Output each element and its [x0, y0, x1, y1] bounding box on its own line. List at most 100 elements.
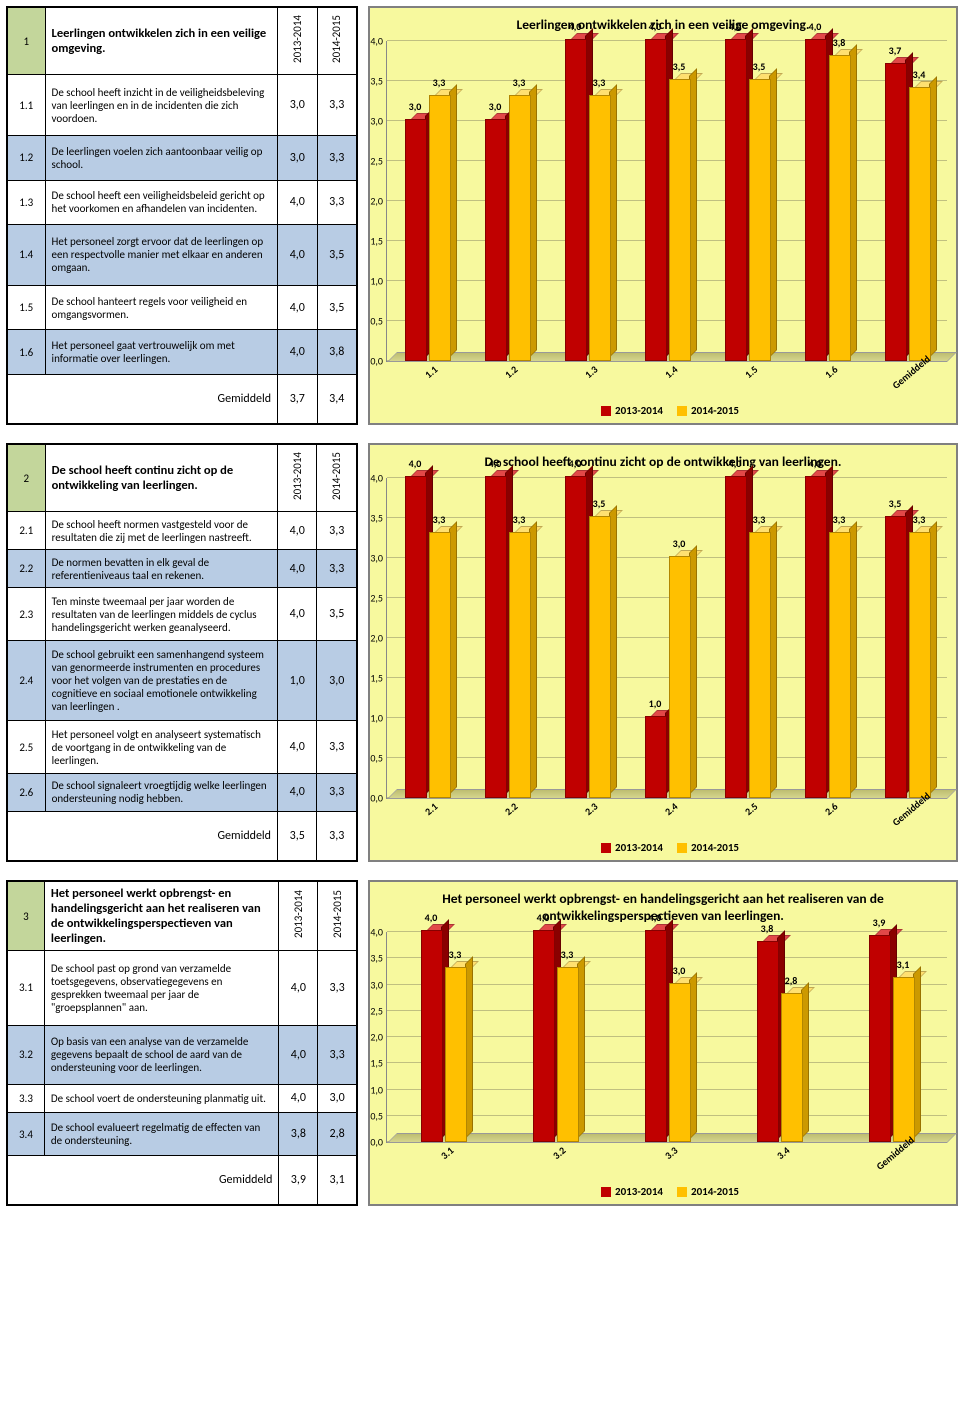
- row-text: Het personeel zorgt ervoor dat de leerli…: [45, 224, 278, 285]
- y-axis-label: 1,5: [370, 235, 383, 248]
- avg-label: Gemiddeld: [7, 1156, 279, 1206]
- y-axis-label: 3,5: [370, 75, 383, 88]
- row-val-b: 3,0: [318, 1084, 357, 1112]
- table-row: 2.4De school gebruikt een samenhangend s…: [7, 640, 357, 721]
- bar-b: 3,4: [909, 89, 929, 361]
- bar-value-label: 1,0: [649, 697, 662, 710]
- row-val-b: 3,3: [317, 550, 357, 588]
- avg-b: 3,1: [318, 1156, 357, 1206]
- row-val-a: 4,0: [277, 773, 316, 811]
- chart-legend: 2013-2014 2014-2015: [380, 404, 946, 417]
- y-axis-label: 0,0: [370, 1136, 383, 1149]
- y-axis-label: 0,0: [370, 355, 383, 368]
- col-header-year-a: 2013-2014: [278, 7, 317, 75]
- row-val-a: 3,0: [278, 75, 317, 136]
- x-axis-label: 2.4: [662, 800, 680, 818]
- row-val-b: 3,5: [317, 224, 357, 285]
- bar-b: 3,3: [429, 534, 449, 798]
- bar-value-label: 3,5: [673, 60, 686, 73]
- row-val-a: 3,8: [279, 1113, 318, 1156]
- y-axis-label: 3,5: [370, 512, 383, 525]
- bar-value-label: 4,0: [569, 20, 582, 33]
- bar-value-label: 3,3: [561, 948, 574, 961]
- row-val-a: 4,0: [279, 951, 318, 1026]
- bar-a: 3,8: [757, 943, 777, 1143]
- chart-plot: 0,00,51,01,52,02,53,03,54,03,03,31.13,03…: [386, 41, 947, 362]
- x-axis-label: 1.4: [662, 363, 680, 381]
- legend-swatch-b: [677, 843, 687, 853]
- bar-b: 3,3: [445, 969, 465, 1142]
- bar-b: 3,0: [669, 985, 689, 1143]
- chart-title: Het personeel werkt opbrengst- en handel…: [380, 890, 946, 924]
- bar-value-label: 3,3: [513, 513, 526, 526]
- y-axis-label: 1,0: [370, 1083, 383, 1096]
- bar-a: 4,0: [533, 932, 553, 1142]
- legend-label-b: 2014-2015: [691, 404, 739, 417]
- row-text: Ten minste tweemaal per jaar worden de r…: [45, 588, 277, 640]
- bar-value-label: 3,0: [489, 100, 502, 113]
- section-title: Het personeel werkt opbrengst- en handel…: [44, 881, 279, 951]
- legend-swatch-a: [601, 843, 611, 853]
- section-1: 1Leerlingen ontwikkelen zich in een veil…: [6, 6, 967, 425]
- table-row: 2.1De school heeft normen vastgesteld vo…: [7, 512, 357, 550]
- bar-b: 3,5: [589, 518, 609, 798]
- data-table: 1Leerlingen ontwikkelen zich in een veil…: [6, 6, 358, 425]
- bar-value-label: 3,8: [833, 36, 846, 49]
- bar-value-label: 4,0: [809, 457, 822, 470]
- row-id: 1.6: [7, 330, 45, 375]
- bar-a: 4,0: [725, 478, 745, 798]
- bar-value-label: 4,0: [537, 911, 550, 924]
- legend-label-a: 2013-2014: [615, 404, 663, 417]
- row-val-b: 3,3: [317, 75, 357, 136]
- bar-a: 4,0: [725, 41, 745, 361]
- legend-swatch-a: [601, 1187, 611, 1197]
- bar-a: 3,0: [405, 121, 425, 361]
- avg-b: 3,3: [317, 812, 357, 862]
- row-val-b: 3,3: [318, 1025, 357, 1084]
- row-val-a: 4,0: [277, 550, 316, 588]
- bar-a: 4,0: [645, 932, 665, 1142]
- row-text: De school heeft normen vastgesteld voor …: [45, 512, 277, 550]
- x-axis-label: 2.1: [422, 800, 440, 818]
- row-id: 1.2: [7, 136, 45, 180]
- y-axis-label: 2,5: [370, 155, 383, 168]
- bar-a: 4,0: [805, 478, 825, 798]
- legend-label-a: 2013-2014: [615, 841, 663, 854]
- section-number: 1: [7, 7, 45, 75]
- section-number: 3: [7, 881, 44, 951]
- bar-value-label: 3,5: [753, 60, 766, 73]
- y-axis-label: 3,0: [370, 115, 383, 128]
- row-text: De school signaleert vroegtijdig welke l…: [45, 773, 277, 811]
- row-id: 1.3: [7, 180, 45, 224]
- bar-value-label: 3,3: [449, 948, 462, 961]
- row-text: De school gebruikt een samenhangend syst…: [45, 640, 277, 721]
- data-table: 2De school heeft continu zicht op de ont…: [6, 443, 358, 862]
- y-axis-label: 1,5: [370, 1057, 383, 1070]
- row-val-b: 3,5: [317, 588, 357, 640]
- x-axis-label: 2.5: [742, 800, 760, 818]
- bar-value-label: 3,4: [913, 68, 926, 81]
- bar-value-label: 2,8: [785, 974, 798, 987]
- legend-swatch-b: [677, 406, 687, 416]
- x-axis-label: 2.2: [502, 800, 520, 818]
- bar-b: 3,5: [669, 81, 689, 361]
- gridline: 2,5: [387, 597, 947, 598]
- chart-legend: 2013-20142014-2015: [380, 1185, 946, 1198]
- y-axis-label: 2,5: [370, 1004, 383, 1017]
- row-val-a: 4,0: [278, 224, 317, 285]
- y-axis-label: 3,0: [370, 552, 383, 565]
- bar-value-label: 3,3: [593, 76, 606, 89]
- bar-value-label: 4,0: [569, 457, 582, 470]
- row-val-b: 3,3: [317, 773, 357, 811]
- row-val-a: 4,0: [277, 512, 316, 550]
- row-text: De school past op grond van verzamelde t…: [44, 951, 279, 1026]
- table-row: 1.3De school heeft een veiligheidsbeleid…: [7, 180, 357, 224]
- y-axis-label: 3,0: [370, 978, 383, 991]
- bar-b: 3,0: [669, 558, 689, 798]
- row-val-b: 3,3: [317, 136, 357, 180]
- row-val-b: 3,8: [317, 330, 357, 375]
- legend-swatch-b: [677, 1187, 687, 1197]
- x-axis-label: 2.6: [822, 800, 840, 818]
- row-id: 1.5: [7, 286, 45, 330]
- bar-value-label: 4,0: [729, 20, 742, 33]
